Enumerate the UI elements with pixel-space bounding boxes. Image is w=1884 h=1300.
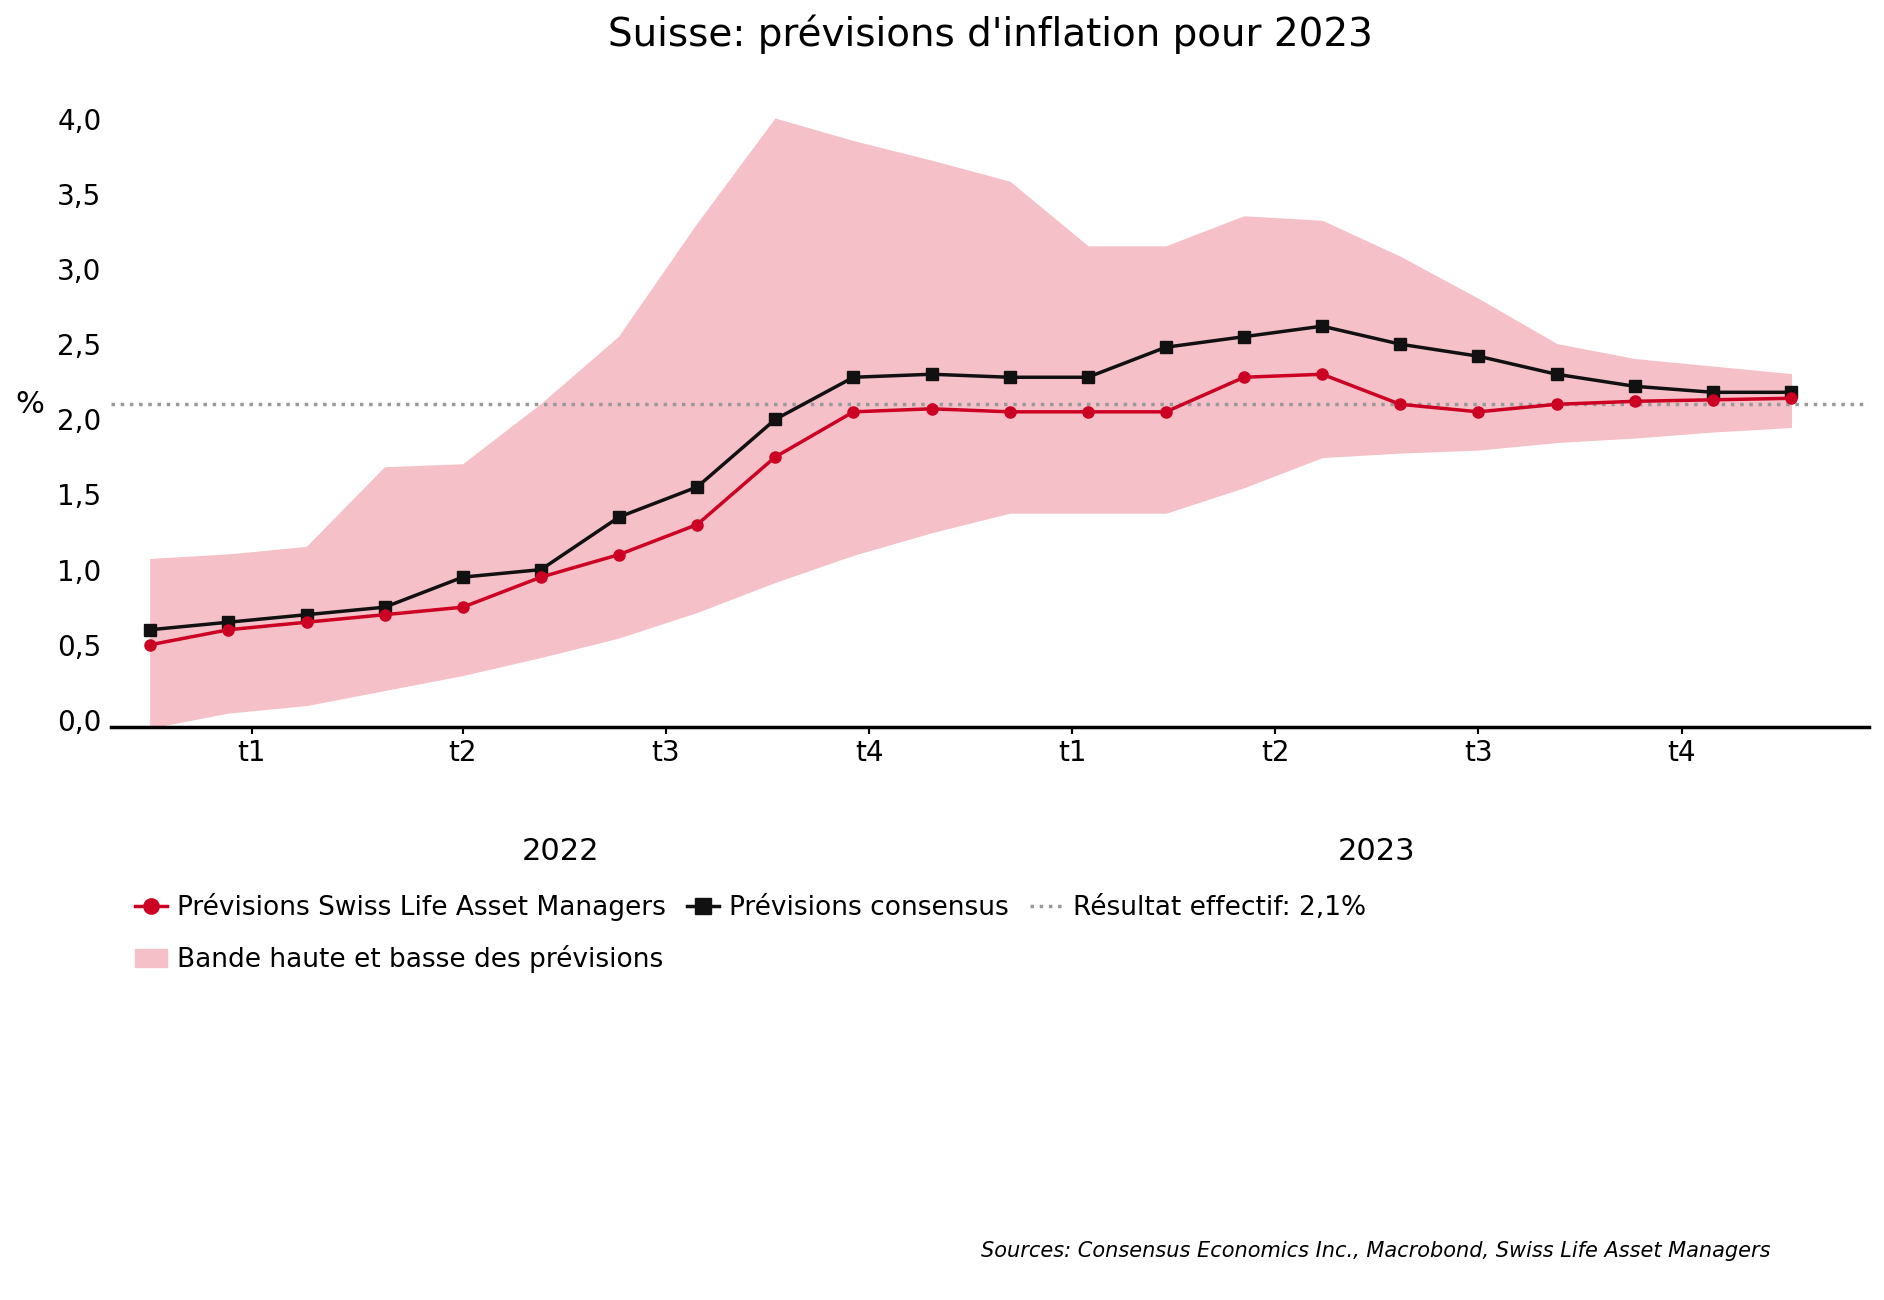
Y-axis label: %: % xyxy=(15,390,43,419)
Legend: Bande haute et basse des prévisions: Bande haute et basse des prévisions xyxy=(124,935,674,984)
Text: 2023: 2023 xyxy=(1338,837,1415,866)
Text: Sources: Consensus Economics Inc., Macrobond, Swiss Life Asset Managers: Sources: Consensus Economics Inc., Macro… xyxy=(982,1242,1771,1261)
Title: Suisse: prévisions d'inflation pour 2023: Suisse: prévisions d'inflation pour 2023 xyxy=(609,16,1373,55)
Text: 2022: 2022 xyxy=(522,837,599,866)
